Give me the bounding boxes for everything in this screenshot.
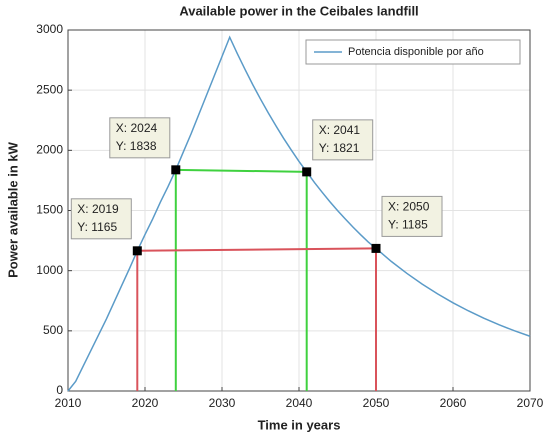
y-tick-label: 2000 xyxy=(36,143,63,157)
y-tick-label: 3000 xyxy=(36,22,63,36)
legend-label: Potencia disponible por año xyxy=(348,46,484,58)
x-tick-label: 2060 xyxy=(440,396,467,410)
y-tick-label: 1000 xyxy=(36,263,63,277)
y-axis-label: Power available in kW xyxy=(5,141,20,278)
x-tick-label: 2040 xyxy=(286,396,313,410)
data-tip-marker xyxy=(302,167,312,177)
data-tip-label: X: 2024 xyxy=(116,121,158,135)
x-tick-label: 2070 xyxy=(517,396,544,410)
x-axis-label: Time in years xyxy=(258,417,341,432)
guide-line xyxy=(175,168,307,173)
data-tip-label: Y: 1838 xyxy=(116,139,157,153)
guide-line xyxy=(137,247,377,252)
y-tick-label: 500 xyxy=(43,323,63,337)
y-tick-label: 1500 xyxy=(36,203,63,217)
data-tip-marker xyxy=(171,165,181,175)
y-tick-label: 0 xyxy=(56,383,63,397)
y-tick-label: 2500 xyxy=(36,82,63,96)
data-tip-box xyxy=(70,198,132,240)
chart-title: Available power in the Ceibales landfill xyxy=(179,3,418,18)
data-tip-box xyxy=(381,195,443,237)
data-line xyxy=(67,35,531,392)
x-tick-label: 2030 xyxy=(209,396,236,410)
data-tip-label: Y: 1185 xyxy=(388,218,428,232)
data-tip-label: X: 2050 xyxy=(388,200,430,214)
data-tip-marker xyxy=(132,246,142,256)
data-tip-label: X: 2019 xyxy=(77,202,119,216)
x-tick-label: 2010 xyxy=(55,396,82,410)
axes-box xyxy=(67,29,531,392)
x-tick-label: 2050 xyxy=(363,396,390,410)
data-tip-box xyxy=(109,117,171,159)
data-tip-marker xyxy=(371,243,381,253)
x-tick-label: 2020 xyxy=(132,396,159,410)
data-tip-box xyxy=(312,119,374,161)
data-tip-label: Y: 1165 xyxy=(77,220,117,234)
data-tip-label: X: 2041 xyxy=(319,123,361,137)
data-tip-label: Y: 1821 xyxy=(319,141,360,155)
